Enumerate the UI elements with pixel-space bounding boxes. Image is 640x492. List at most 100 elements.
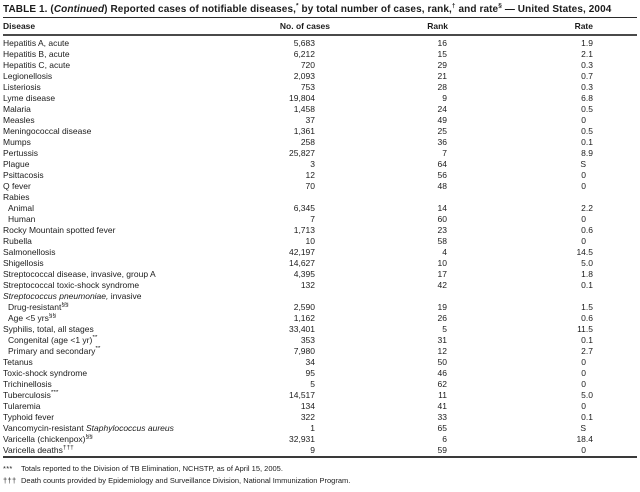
table-row: Rubella 10 58 0 — [3, 236, 637, 247]
rank-value: 60 — [437, 214, 447, 224]
disease-name: Streptococcus pneumoniae, invasive — [3, 291, 246, 302]
rank-value: 29 — [437, 60, 447, 70]
rate-value: 0.7 — [581, 71, 593, 81]
cases-value: 34 — [305, 357, 315, 367]
table-row: Shigellosis 14,627 10 5.0 — [3, 258, 637, 269]
disease-name: Mumps — [3, 137, 31, 147]
disease-name: Typhoid fever — [3, 412, 55, 422]
disease-name: Hepatitis B, acute — [3, 49, 70, 59]
cases-value: 258 — [300, 137, 315, 147]
rate-value: 2.2 — [581, 203, 593, 213]
table-row: Tetanus 34 50 0 — [3, 357, 637, 368]
text-segment: Streptococcus pneumoniae, — [3, 291, 109, 301]
text-segment: Varicella deaths — [3, 445, 63, 455]
table-row: Congenital (age <1 yr)** 353 31 0.1 — [3, 335, 637, 346]
disease-name: Hepatitis A, acute — [3, 38, 70, 48]
disease-name: Hepatitis C, acute — [3, 60, 71, 70]
superscript-marker: *** — [50, 390, 59, 397]
footnote-marker: ††† — [3, 476, 17, 485]
cases-value: 14,517 — [289, 390, 315, 400]
footnote: ††† Death counts provided by Epidemiolog… — [3, 475, 637, 487]
cases-value: 6,212 — [293, 49, 315, 59]
text-segment: Tuberculosis — [3, 390, 51, 400]
rank-value: 41 — [437, 401, 447, 411]
disease-name: Psittacosis — [3, 170, 44, 180]
rate-value: 5.0 — [581, 390, 593, 400]
disease-name: Rubella — [3, 236, 32, 246]
rank-value: 6 — [442, 434, 447, 444]
disease-name: Measles — [3, 115, 35, 125]
cases-value: 7,980 — [293, 346, 315, 356]
disease-name: Salmonellosis — [3, 247, 56, 257]
text-segment: Age <5 yrs — [8, 313, 49, 323]
disease-name: Toxic-shock syndrome — [3, 368, 88, 378]
cases-value: 42,197 — [289, 247, 315, 257]
superscript-marker: §§ — [48, 313, 57, 320]
rate-value: 1.9 — [581, 38, 593, 48]
cases-value: 353 — [300, 335, 315, 345]
rank-value: 4 — [442, 247, 447, 257]
table-header-row: Disease No. of cases Rank Rate — [3, 18, 637, 36]
table-row: Rocky Mountain spotted fever 1,713 23 0.… — [3, 225, 637, 236]
text-segment: Staphylococcus aureus — [85, 423, 174, 433]
rate-value: 0 — [581, 170, 586, 180]
rank-value: 31 — [437, 335, 447, 345]
table-row: Salmonellosis 42,197 4 14.5 — [3, 247, 637, 258]
rate-value: 0 — [581, 115, 586, 125]
superscript-marker: ††† — [62, 445, 74, 452]
rate-value: 0 — [581, 368, 586, 378]
rate-value: S — [580, 423, 586, 433]
rank-value: 5 — [442, 324, 447, 334]
rate-value: 11.5 — [577, 324, 593, 334]
text-segment: and rate — [455, 4, 499, 15]
rank-value: 50 — [437, 357, 447, 367]
rank-value: 33 — [437, 412, 447, 422]
rank-value: 62 — [437, 379, 447, 389]
rate-value: 0.6 — [581, 313, 593, 323]
rate-value: 0.1 — [581, 280, 593, 290]
col-header-rank: Rank — [427, 21, 448, 31]
rate-value: 0.3 — [581, 60, 593, 70]
rank-value: 59 — [437, 445, 447, 455]
rate-value: 18.4 — [576, 434, 593, 444]
footnote-marker: *** — [3, 464, 13, 473]
table-row: Animal 6,345 14 2.2 — [3, 203, 637, 214]
rank-value: 12 — [437, 346, 447, 356]
rate-value: 0 — [581, 445, 586, 455]
table-row: Measles 37 49 0 — [3, 115, 637, 126]
cases-value: 9 — [310, 445, 315, 455]
table-row: Legionellosis 2,093 21 0.7 — [3, 71, 637, 82]
superscript-marker: § — [498, 2, 502, 10]
rank-value: 23 — [437, 225, 447, 235]
disease-name: Drug-resistant§§ — [3, 302, 246, 313]
table-row: Trichinellosis 5 62 0 — [3, 379, 637, 390]
col-header-rate: Rate — [574, 21, 593, 31]
rank-value: 24 — [437, 104, 447, 114]
disease-name: Tularemia — [3, 401, 41, 411]
table-body: Hepatitis A, acute 5,683 16 1.9 Hepatiti… — [3, 36, 637, 458]
table-row: Rabies — [3, 192, 637, 203]
cases-value: 1,162 — [293, 313, 315, 323]
rate-value: 0.6 — [581, 225, 593, 235]
cases-value: 5,683 — [293, 38, 315, 48]
cases-value: 3 — [310, 159, 315, 169]
disease-name: Congenital (age <1 yr)** — [3, 335, 246, 346]
rank-value: 56 — [437, 170, 447, 180]
disease-name: Primary and secondary** — [3, 346, 246, 357]
table-row: Lyme disease 19,804 9 6.8 — [3, 93, 637, 104]
text-segment: — United States, 2004 — [501, 4, 612, 15]
cases-value: 2,590 — [293, 302, 315, 312]
table-row: Streptococcal disease, invasive, group A… — [3, 269, 637, 280]
rate-value: 0.3 — [581, 82, 593, 92]
text-segment: Primary and secondary — [8, 346, 96, 356]
table-row: Tuberculosis*** 14,517 11 5.0 — [3, 390, 637, 401]
disease-name: Shigellosis — [3, 258, 44, 268]
disease-name: Listeriosis — [3, 82, 41, 92]
rank-value: 58 — [437, 236, 447, 246]
table-row: Plague 3 64 S — [3, 159, 637, 170]
disease-name: Malaria — [3, 104, 31, 114]
rate-value: 0 — [581, 236, 586, 246]
cases-value: 134 — [300, 401, 315, 411]
text-segment: by total number of cases, rank, — [298, 4, 452, 15]
table-row: Hepatitis A, acute 5,683 16 1.9 — [3, 38, 637, 49]
